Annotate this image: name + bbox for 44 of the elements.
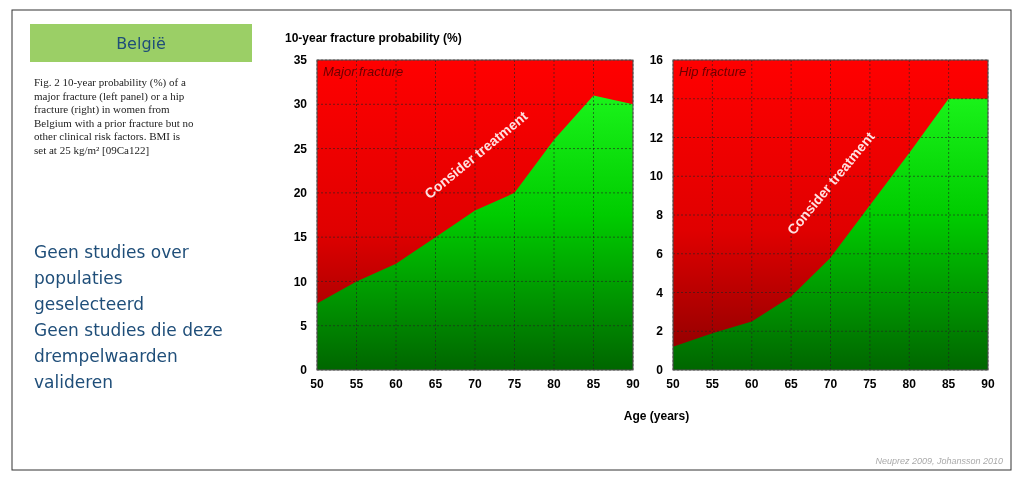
y-tick-label: 30 bbox=[293, 97, 308, 112]
chart-title: Major fracture bbox=[323, 64, 404, 79]
x-tick-label: 85 bbox=[941, 377, 956, 391]
x-axis-title: Age (years) bbox=[623, 409, 690, 423]
x-tick-label: 75 bbox=[863, 377, 877, 391]
y-tick-label: 35 bbox=[293, 53, 308, 68]
y-tick-label: 5 bbox=[300, 318, 308, 333]
caption: Fig. 2 10-year probability (%) of a major fracture (left panel) or a hip fracture (right) in women from Belgium with a prior fracture but no other clinical risk factors. BMI is set at 25 kg/m² [09Ca122] bbox=[34, 76, 194, 156]
x-tick-label: 70 bbox=[823, 377, 838, 391]
y-tick-label: 12 bbox=[649, 130, 664, 145]
y-tick-label: 6 bbox=[656, 246, 664, 261]
x-tick-label: 75 bbox=[507, 377, 522, 391]
x-tick-label: 85 bbox=[586, 377, 601, 391]
x-tick-label: 90 bbox=[981, 377, 995, 391]
x-tick-label: 60 bbox=[389, 377, 403, 391]
x-tick-label: 65 bbox=[784, 377, 799, 391]
text: Neuprez 2009, Johansson 2010 bbox=[875, 456, 1003, 466]
y-tick-label: 15 bbox=[293, 230, 308, 245]
x-tick-label: 65 bbox=[428, 377, 443, 391]
text: Geen studies over populaties geselecteerd bbox=[34, 242, 189, 314]
x-tick-label: 50 bbox=[666, 377, 680, 391]
chart-title: Hip fracture bbox=[679, 64, 747, 79]
x-tick-label: 60 bbox=[745, 377, 759, 391]
x-tick-label: 55 bbox=[349, 377, 364, 391]
y-tick-label: 10 bbox=[293, 274, 308, 289]
y-tick-label: 10 bbox=[649, 169, 664, 184]
y-tick-label: 16 bbox=[649, 53, 664, 68]
y-tick-label: 25 bbox=[293, 141, 308, 156]
x-tick-label: 80 bbox=[902, 377, 917, 391]
y-tick-label: 14 bbox=[649, 91, 664, 106]
x-tick-label: 50 bbox=[310, 377, 324, 391]
y-tick-label: 20 bbox=[293, 186, 308, 201]
x-tick-label: 80 bbox=[547, 377, 561, 391]
y-tick-label: 0 bbox=[656, 363, 664, 378]
y-tick-label: 0 bbox=[300, 363, 308, 378]
x-tick-label: 90 bbox=[626, 377, 640, 391]
y-axis-title: 10-year fracture probability (%) bbox=[285, 31, 462, 45]
y-tick-label: 4 bbox=[656, 285, 664, 300]
y-tick-label: 2 bbox=[656, 324, 664, 339]
x-tick-label: 55 bbox=[705, 377, 720, 391]
y-tick-label: 8 bbox=[656, 208, 664, 223]
text: Geen studies die deze drempelwaarden valideren bbox=[34, 320, 223, 392]
text: België bbox=[116, 34, 166, 53]
x-tick-label: 70 bbox=[468, 377, 482, 391]
